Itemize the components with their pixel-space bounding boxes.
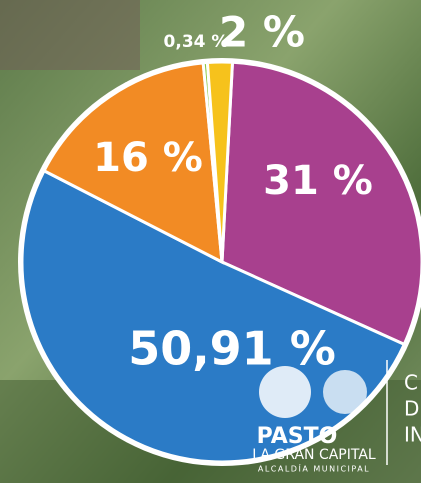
logo-tagline: LA GRAN CAPITAL <box>252 447 376 463</box>
logo-side-text: IN <box>404 423 421 447</box>
logo-emblem <box>259 366 311 418</box>
chart: 31 %50,91 %16 %0,34 %2 % PASTO LA GRAN C… <box>0 0 421 483</box>
value-label: 2 % <box>219 8 305 57</box>
value-label: 50,91 % <box>128 322 336 376</box>
logo-emblem <box>323 370 367 414</box>
logo-name: PASTO <box>257 424 338 449</box>
logo-side-text: D <box>404 397 419 421</box>
logo-subtitle: ALCALDÍA MUNICIPAL <box>258 463 370 474</box>
value-label: 16 % <box>93 135 203 181</box>
background-patch <box>0 0 140 70</box>
logo-side-text: C <box>404 371 418 395</box>
value-label: 31 % <box>263 158 373 204</box>
